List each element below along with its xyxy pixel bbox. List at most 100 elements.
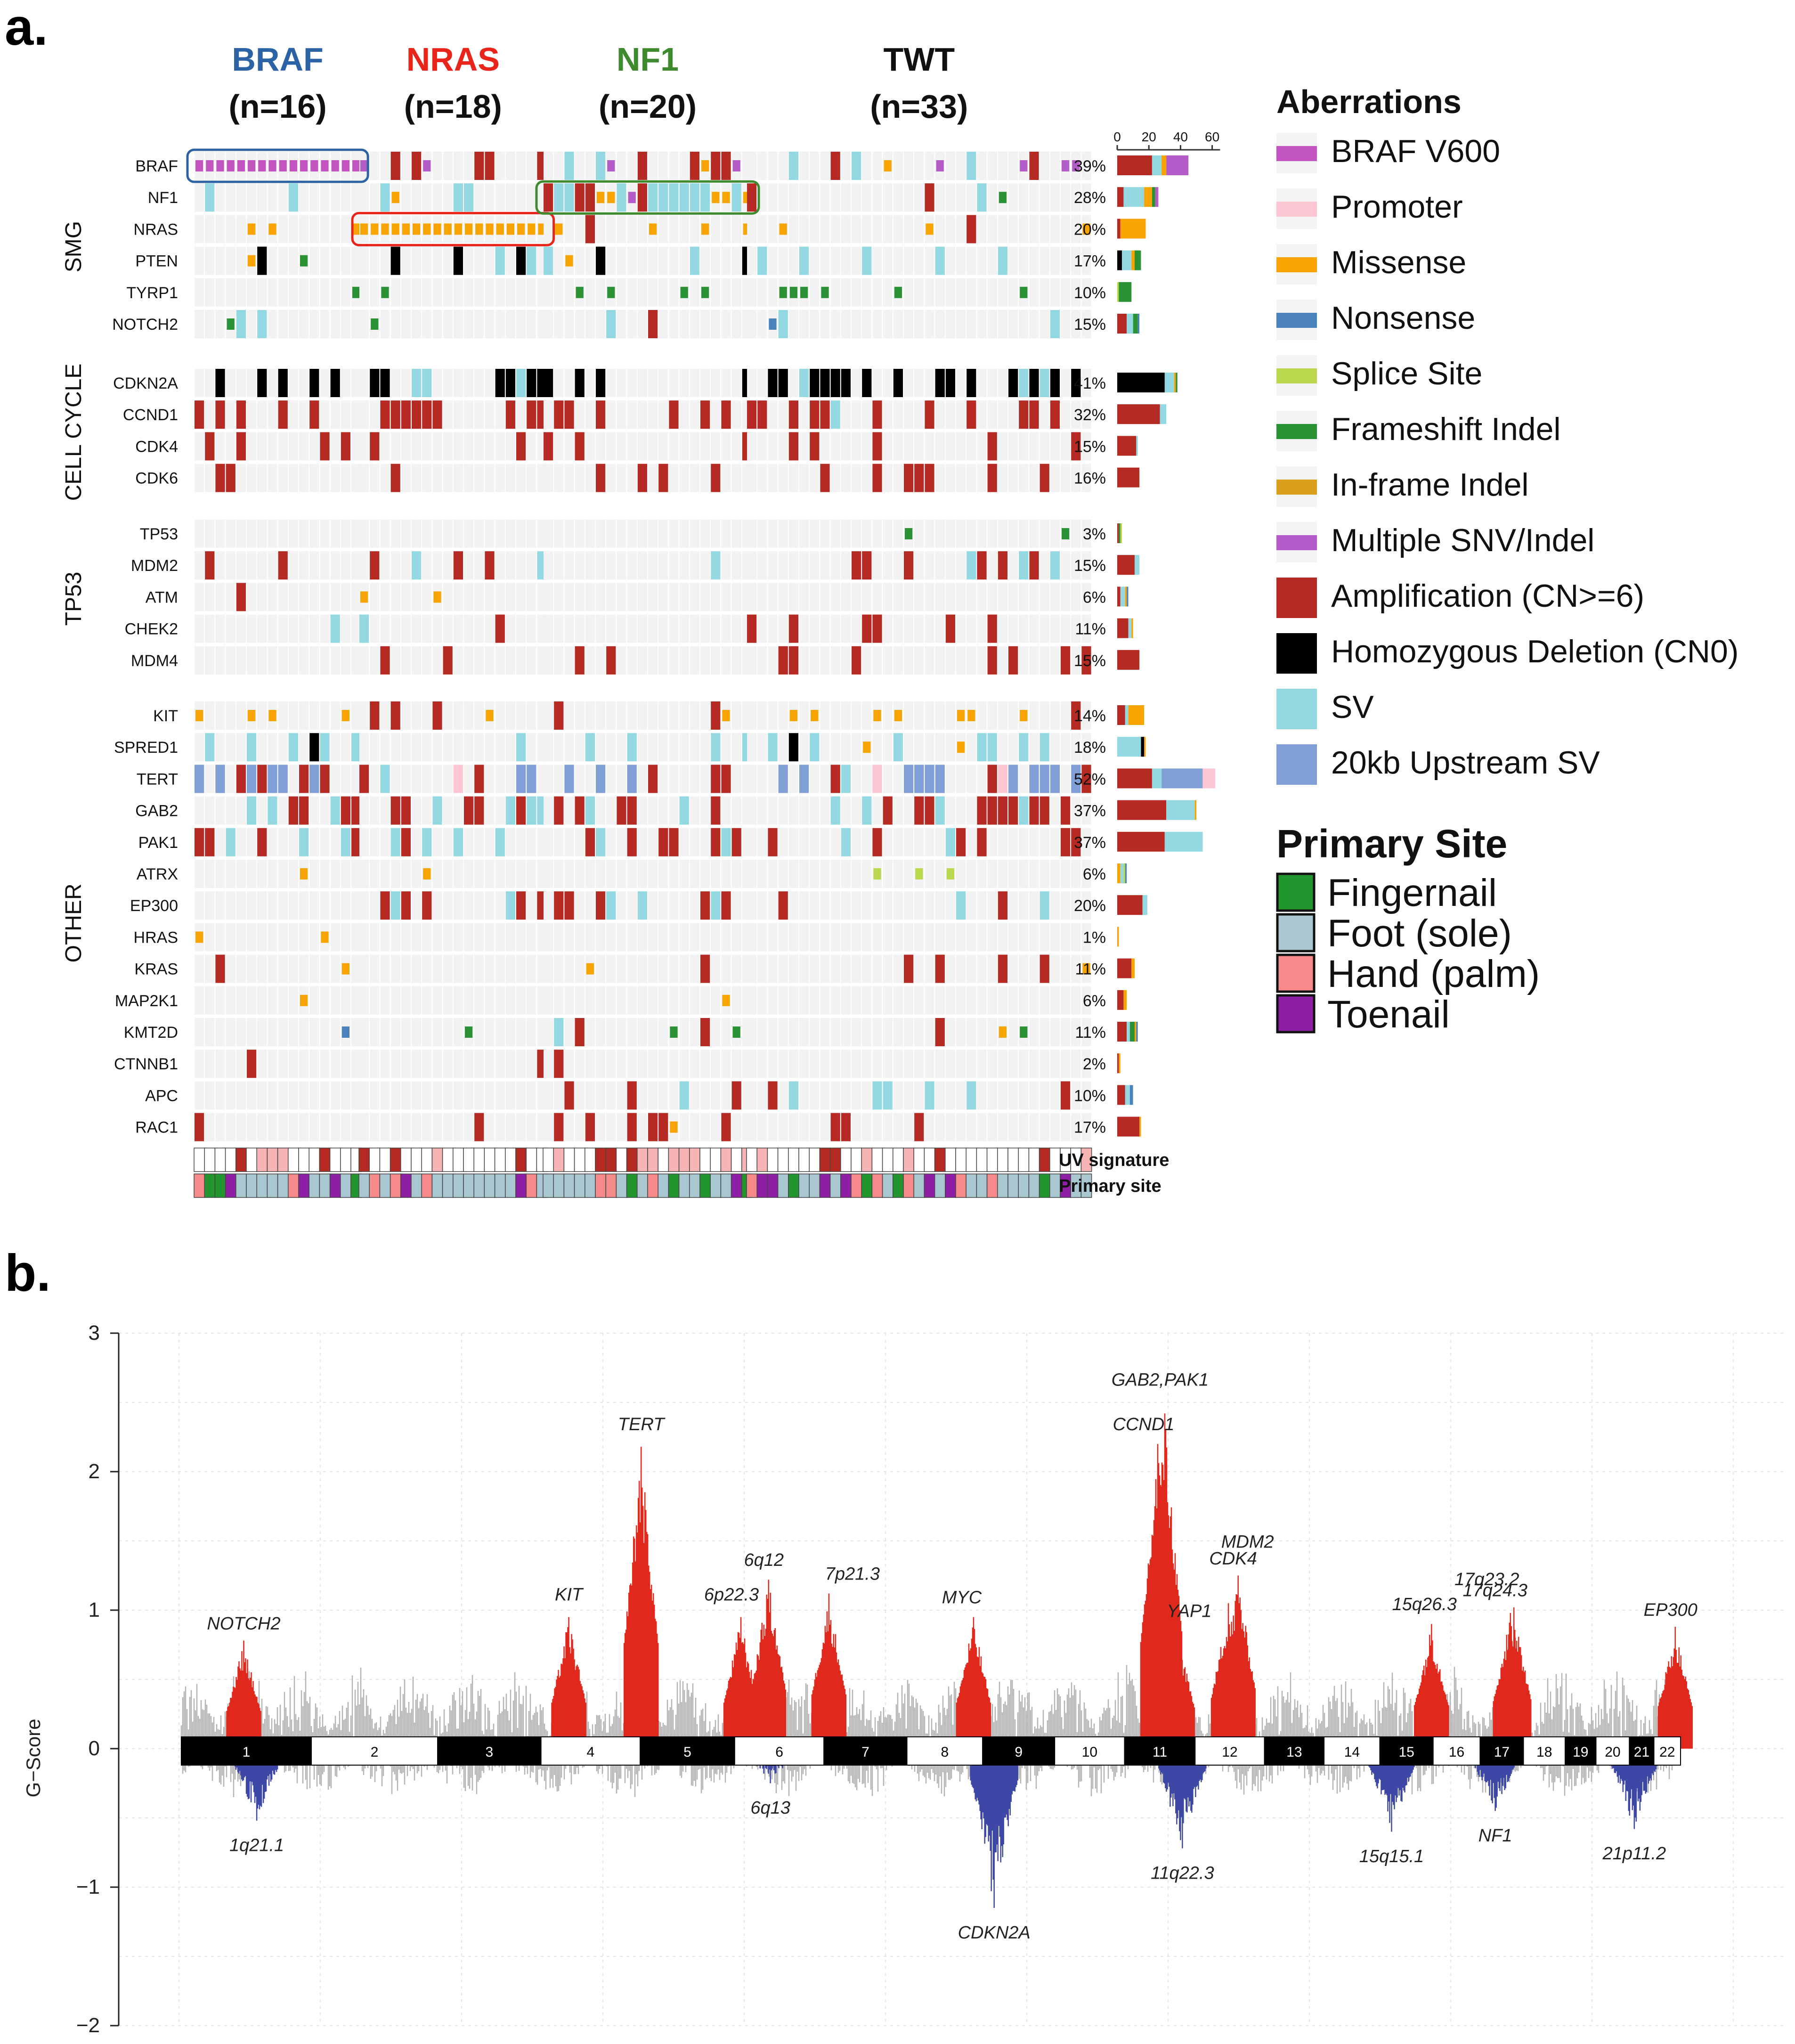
cell-alteration [554,701,564,730]
primary-site-cell [746,1173,757,1198]
cell-alteration [505,369,515,397]
cell-bg [453,614,463,643]
uv-signature-cell [473,1148,485,1172]
cell-bg [453,646,463,675]
cell-bg [390,1018,400,1046]
cell-bg [679,520,689,548]
cell-bg [1050,1081,1060,1110]
cell-alteration [288,733,298,762]
cell-bg [700,860,710,888]
cell-bg [810,765,820,793]
cell-alteration [820,400,830,429]
cell-bg [893,796,903,825]
cell-bg [422,986,432,1015]
cell-bg [299,400,309,429]
cell-bg [330,1081,340,1110]
cell-bg [1071,215,1081,244]
cell-bg [226,891,236,920]
gistic-signal [180,1413,1693,1908]
cell-bg [585,701,595,730]
cell-mutation [1020,1026,1028,1038]
cell-bg [904,400,914,429]
cell-mutation [565,255,573,267]
cell-bg [1029,246,1039,275]
cell-bg [1019,923,1029,952]
cell-bg [505,520,515,548]
cell-bg [679,1050,689,1078]
uv-signature-cell [421,1148,433,1172]
cell-bg [1081,733,1091,762]
cell-bg [596,733,606,762]
chromosome-10 [1054,1736,1125,1766]
pct-label-atrx: 6% [1083,865,1106,883]
chromosome-label-8: 8 [941,1744,949,1760]
cell-bg [1081,520,1091,548]
cell-bg [1071,614,1081,643]
cell-bg [215,1050,225,1078]
pct-label-map2k1: 6% [1083,992,1106,1010]
cell-bg [412,860,422,888]
cell-bg [544,828,553,856]
freq-segment-cdk4-amplification-cn-6 [1117,436,1137,456]
cell-bg [544,923,553,952]
cell-bg [721,614,731,643]
cell-alteration [341,828,350,856]
cell-alteration [956,828,966,856]
cell-mutation [402,223,410,235]
cell-bg [956,1018,966,1046]
cell-bg [278,432,288,461]
cell-bg [830,1081,840,1110]
pct-label-kmt2d: 11% [1075,1024,1106,1042]
cell-bg [596,1018,606,1046]
cell-bg [359,1018,369,1046]
cell-bg [679,400,689,429]
cell-alteration [757,400,767,429]
cell-bg [226,614,236,643]
primary-site-cell [658,1173,669,1198]
cell-bg [637,923,647,952]
cell-bg [380,246,390,275]
gistic-y-tick-label: 1 [89,1598,100,1621]
cell-bg [1071,860,1081,888]
cell-bg [1029,183,1039,212]
cell-bg [700,369,710,397]
cell-alteration [390,891,400,920]
uv-signature-cell [595,1148,606,1172]
cell-bg [893,520,903,548]
cell-bg [401,923,411,952]
cell-bg [679,1018,689,1046]
cell-bg [485,246,495,275]
cell-bg [648,246,658,275]
chromosome-5 [640,1736,735,1766]
cell-alteration [830,765,840,793]
cell-bg [505,583,515,611]
cell-bg [516,986,526,1015]
cell-bg [1040,614,1049,643]
cell-bg [830,1050,840,1078]
cell-bg [700,986,710,1015]
cell-bg [956,310,966,338]
gene-label-kmt2d: KMT2D [124,1024,178,1042]
cell-bg [956,614,966,643]
cell-bg [380,954,390,983]
cell-bg [585,432,595,461]
cell-bg [330,246,340,275]
cell-bg [893,765,903,793]
cell-bg [987,278,997,307]
freq-segment-rac1-amplification-cn-6 [1117,1116,1140,1137]
cell-bg [330,400,340,429]
cell-bg [453,464,463,492]
cell-bg [422,278,432,307]
cell-bg [247,551,257,580]
cell-alteration [596,152,606,180]
cell-bg [945,646,955,675]
cell-bg [679,246,689,275]
cell-bg [359,183,369,212]
cell-bg [236,520,246,548]
gistic-y-tick-label: −1 [76,1875,100,1898]
cell-bg [820,860,830,888]
cell-bg [443,796,453,825]
cell-alteration [925,400,934,429]
cell-bg [453,1018,463,1046]
cell-bg [205,310,215,338]
